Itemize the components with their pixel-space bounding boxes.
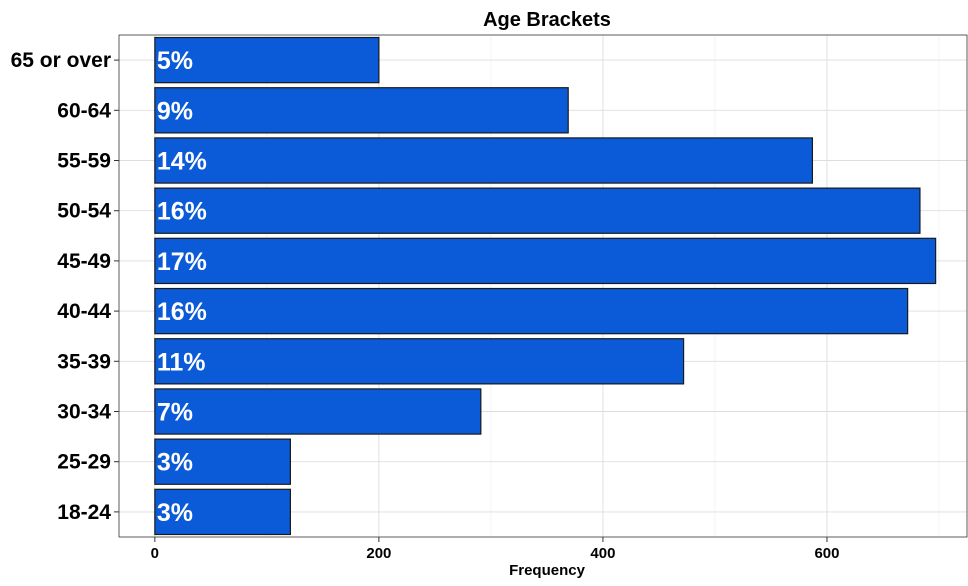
data-label: 3% — [157, 499, 193, 527]
plot-border — [118, 34, 968, 538]
x-axis: 0 200 400 600 — [151, 537, 839, 562]
data-label: 9% — [157, 97, 193, 125]
data-label: 16% — [157, 198, 207, 226]
bar — [154, 438, 291, 485]
x-tick-label: 600 — [814, 545, 839, 562]
x-tick-label: 400 — [590, 545, 615, 562]
data-label: 3% — [157, 449, 193, 477]
y-tick-label: 30-34 — [57, 401, 111, 424]
data-label: 7% — [157, 399, 193, 427]
x-tick-label: 0 — [151, 545, 159, 562]
bar — [154, 488, 291, 536]
bar — [154, 137, 814, 184]
data-labels: 3% 3% 7% 11% 16% 17% 16% 14% 9% 5% — [157, 47, 207, 527]
data-label: 11% — [157, 348, 206, 376]
y-tick-label: 60-64 — [57, 99, 111, 122]
y-tick-label: 65 or over — [11, 49, 111, 72]
x-tick-label: 200 — [366, 545, 391, 562]
y-tick-label: 50-54 — [57, 200, 111, 223]
data-label: 16% — [157, 298, 207, 326]
bars — [154, 36, 937, 536]
bar — [154, 388, 482, 435]
chart-title: Age Brackets — [483, 9, 611, 31]
bar — [154, 36, 380, 84]
y-tick-label: 18-24 — [57, 501, 111, 524]
bar — [154, 187, 921, 234]
bar — [154, 287, 909, 335]
y-tick-label: 35-39 — [57, 350, 111, 373]
bar — [154, 338, 685, 385]
data-label: 5% — [157, 47, 193, 75]
bar — [154, 87, 569, 134]
y-tick-label: 45-49 — [57, 250, 111, 273]
data-label: 17% — [157, 248, 207, 276]
x-axis-title: Frequency — [509, 562, 586, 579]
data-label: 14% — [157, 148, 207, 176]
y-tick-label: 25-29 — [57, 451, 111, 474]
y-tick-label: 55-59 — [57, 150, 111, 173]
bar — [154, 237, 937, 285]
y-tick-label: 40-44 — [57, 300, 111, 323]
y-axis: 18-24 25-29 30-34 35-39 40-44 45-49 50-54 55-59… — [11, 49, 119, 524]
